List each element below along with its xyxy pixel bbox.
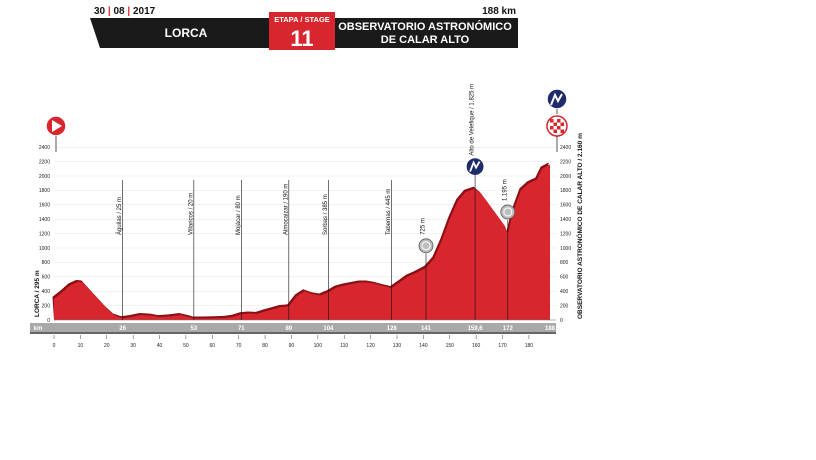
stage-label: ETAPA / STAGE	[274, 15, 330, 24]
x-tick-label: 50	[183, 343, 189, 349]
km-strip-value: 128	[387, 326, 398, 332]
y-tick-label: 400	[42, 289, 51, 295]
y-tick-label-right: 2200	[560, 159, 571, 165]
y-tick-label: 1600	[39, 203, 50, 209]
km-strip-value: 26	[119, 326, 126, 332]
y-tick-label: 200	[42, 303, 51, 309]
y-tick-label-right: 0	[560, 318, 563, 324]
x-tick-label: 110	[340, 343, 348, 349]
stage-distance: 188 km	[482, 6, 516, 17]
x-tick-label: 160	[472, 343, 481, 349]
route-points: Águilas / 25 m Villaricos / 20 m Mojácar /…	[116, 84, 516, 320]
y-tick-label-right: 1800	[560, 188, 571, 194]
start-town: LORCA	[165, 26, 208, 40]
y-tick-label: 2200	[39, 159, 50, 165]
y-tick-label-right: 2400	[560, 145, 571, 151]
km-strip-values: 26 53 71 89 104 128 141 159,6 172 188	[119, 326, 555, 332]
point-label: Sorbas / 385 m	[323, 194, 329, 235]
start-arrow-icon	[45, 115, 67, 152]
y-tick-label-right: 800	[560, 260, 569, 266]
x-tick-label: 120	[366, 343, 375, 349]
point-label: 1.195 m	[502, 179, 508, 201]
y-tick-label-right: 1200	[560, 231, 571, 237]
x-tick-label: 60	[210, 343, 216, 349]
km-strip-value: 188	[545, 326, 556, 332]
sprint-icon	[418, 238, 434, 254]
finish-town-line1: OBSERVATORIO ASTRONÓMICO	[338, 20, 512, 33]
y-tick-label-right: 600	[560, 275, 569, 281]
stage-number: 11	[290, 26, 313, 51]
point-label: Villaricos / 20 m	[188, 193, 194, 235]
km-strip-value: 104	[323, 326, 334, 332]
x-tick-label: 30	[130, 343, 136, 349]
y-tick-label: 600	[42, 275, 51, 281]
km-strip-shadow	[30, 332, 556, 334]
x-tick-label: 80	[262, 343, 268, 349]
sprint-icon	[500, 204, 516, 220]
y-tick-label-right: 1600	[560, 203, 571, 209]
y-tick-label: 1000	[39, 246, 50, 252]
x-tick-label: 150	[446, 343, 455, 349]
y-tick-label-right: 200	[560, 303, 569, 309]
x-tick-label: 170	[498, 343, 507, 349]
y-axis-left: 0 200 400 600 800 1000 1200 1400 1600 1800 2000 220…	[39, 145, 50, 324]
stage-date: 30 | 08 | 2017	[94, 6, 156, 17]
km-strip-value: 141	[421, 326, 432, 332]
point-label: Mojácar / 80 m	[236, 195, 242, 235]
y-tick-label: 800	[42, 260, 51, 266]
km-strip-value: 159,6	[468, 326, 484, 332]
date-year: 2017	[133, 6, 156, 17]
finish-flag-icon	[546, 115, 568, 152]
date-month: 08	[113, 6, 125, 17]
x-tick-label: 20	[104, 343, 110, 349]
km-strip-value: 53	[190, 326, 197, 332]
x-tick-label: 130	[393, 343, 402, 349]
km-strip-label: km	[34, 326, 43, 332]
mountain-category-icon	[465, 157, 485, 177]
start-altitude-label: LORCA / 295 m	[34, 270, 41, 317]
y-tick-label-right: 400	[560, 289, 569, 295]
x-tick-label: 180	[525, 343, 534, 349]
x-tick-label: 140	[419, 343, 428, 349]
km-strip-value: 172	[503, 326, 514, 332]
point-label: Tabernas / 445 m	[386, 189, 392, 235]
y-axis-right: 0 200 400 600 800 1000 1200 1400 1600 1800 2000 220…	[560, 145, 571, 324]
x-tick-label: 40	[157, 343, 163, 349]
y-tick-label-right: 1000	[560, 246, 571, 252]
x-tick-label: 70	[236, 343, 242, 349]
km-strip-value: 89	[285, 326, 292, 332]
finish-town-line2: DE CALAR ALTO	[381, 34, 470, 46]
elevation-profile	[54, 164, 550, 320]
y-tick-label: 1400	[39, 217, 50, 223]
point-label: Alto de Velefique / 1.825 m	[470, 84, 476, 156]
date-day: 30	[94, 6, 106, 17]
x-axis: 0 10 20 30 40 50 60 70 80 90 100 110 120 130 140 150 160…	[53, 335, 534, 349]
y-tick-label: 0	[47, 318, 50, 324]
y-tick-label: 1200	[39, 231, 50, 237]
finish-altitude-label: OBSERVATORIO ASTRONÓMICO DE CALAR ALTO /…	[575, 133, 584, 319]
point-label: Almocaizar / 190 m	[283, 184, 289, 235]
km-strip: km 26 53 71 89 104 128 141 159,6 172 188	[30, 323, 556, 334]
stage-number-box	[269, 12, 335, 50]
y-tick-label: 1800	[39, 188, 50, 194]
x-tick-label: 90	[289, 343, 295, 349]
x-tick-label: 100	[314, 343, 323, 349]
y-tick-label-right: 2000	[560, 174, 571, 180]
y-tick-label-right: 1400	[560, 217, 571, 223]
x-tick-label: 0	[53, 343, 56, 349]
km-strip-value: 71	[238, 326, 245, 332]
y-tick-label: 2400	[39, 145, 50, 151]
header: 30 | 08 | 2017 188 km LORCA ETAPA / STAG…	[90, 6, 518, 51]
y-tick-label: 2000	[39, 174, 50, 180]
km-strip-bar	[30, 323, 556, 332]
point-label: Águilas / 25 m	[116, 197, 123, 235]
point-label: 725 m	[421, 218, 427, 235]
profile-area	[52, 162, 556, 321]
finish-mountain-category-icon	[546, 88, 568, 114]
x-tick-label: 10	[78, 343, 84, 349]
